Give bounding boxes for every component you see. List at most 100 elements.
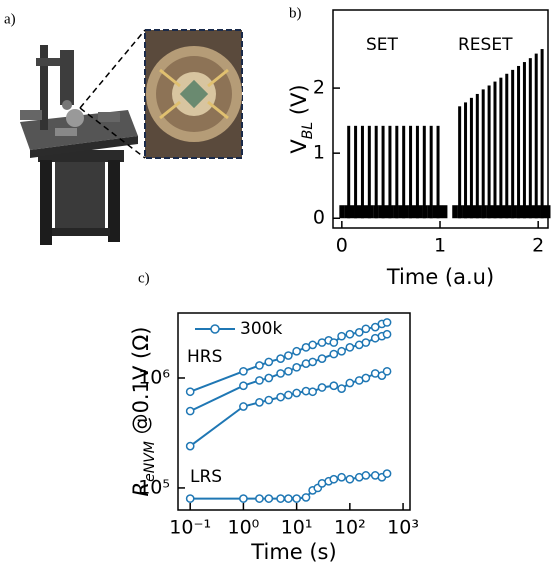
pulse-bar [522,62,526,219]
pulse-bar [525,205,531,219]
data-point [284,366,293,376]
pulse-bar [457,205,463,219]
x-tick-label: 10² [334,517,366,539]
pulse-bar [395,125,399,219]
pulse-bar [415,125,419,219]
data-point [361,338,371,347]
pulse-bar [344,205,350,219]
pulse-bar [408,205,414,219]
x-tick-label: 10³ [387,517,419,539]
data-point [317,354,327,363]
pulse-bar [432,205,438,219]
data-point [284,390,293,400]
pulse-bar [412,205,418,219]
annotation: RESET [458,35,513,55]
pulse-bar [363,205,369,219]
pulse-bar [436,125,440,219]
probe-station-photo [20,45,138,245]
pulse-bar [534,53,538,219]
pulse-bar [481,205,487,219]
data-point [337,472,346,482]
pulse-bar [381,125,385,219]
pulse-bar [383,205,389,219]
pulse-bar [360,125,364,219]
pulse-bar [417,205,423,219]
data-point [239,402,248,411]
pulse-bar [378,205,384,219]
data-point [255,398,264,407]
data-point [345,474,355,484]
x-tick-label: 10⁻¹ [169,517,211,539]
data-point [284,351,293,360]
pulse-bar [466,205,472,219]
pulse-bar [339,205,345,219]
pulse-bar [496,205,502,219]
data-point [361,471,371,480]
pulse-bar [486,205,492,219]
pulse-bar [506,205,512,219]
legend-label: 300k [240,319,282,339]
data-point [239,366,248,376]
data-point [337,331,346,341]
data-point [185,494,195,503]
x-axis-label: Time (a.u) [386,265,494,289]
pulse-bar [437,205,443,219]
y-tick-label: 10⁵ [138,476,170,498]
pulse-bar [471,205,477,219]
data-point [264,373,274,383]
inset-photo [146,46,242,142]
pulse-bar [511,69,515,219]
data-point [345,378,355,388]
data-point [292,388,301,398]
y-tick-label: 10⁶ [138,366,170,388]
x-tick-label: 10¹ [281,517,313,539]
pulse-bar [540,49,544,219]
pulse-bar [422,205,428,219]
data-point [337,346,346,356]
data-point [276,392,285,402]
data-point [361,373,371,383]
data-point [317,383,327,392]
data-point [185,387,195,397]
pulse-bar [545,205,551,219]
pulse-bar [481,89,485,219]
data-point [276,354,285,363]
data-point [308,387,317,397]
plot-frame [177,312,411,511]
pulse-bar [422,125,426,219]
y-axis-label: VBL (V) [287,84,316,153]
pulse-bar [388,205,394,219]
annotation: SET [366,35,399,55]
data-point [382,366,392,376]
data-point [329,474,339,484]
data-point [239,381,248,391]
y-label-main: R [129,482,153,497]
data-point [354,328,364,337]
pulse-bar [493,81,497,219]
data-point [264,357,274,367]
data-point [276,369,285,378]
data-point [292,346,301,356]
data-point [345,329,355,339]
y-tick-label: 2 [313,77,325,99]
panel-label: c) [138,270,150,286]
x-axis-label: Time (s) [250,540,336,564]
y-label-sub: eNVM [142,441,158,482]
pulse-bar [403,205,409,219]
data-point [255,361,264,370]
pulse-bar [517,65,521,219]
pulse-bar [530,205,536,219]
pulse-bar [402,125,406,219]
data-point [264,494,274,503]
pulse-bar [475,93,479,219]
data-point [185,406,195,416]
data-point [284,494,293,503]
pulse-bar [409,125,413,219]
pulse-bar [516,205,522,219]
pulse-bar [464,102,468,219]
x-tick-label: 10⁰ [228,517,260,539]
y-tick-label: 1 [313,142,325,164]
data-point [382,469,392,478]
data-point [329,381,339,391]
